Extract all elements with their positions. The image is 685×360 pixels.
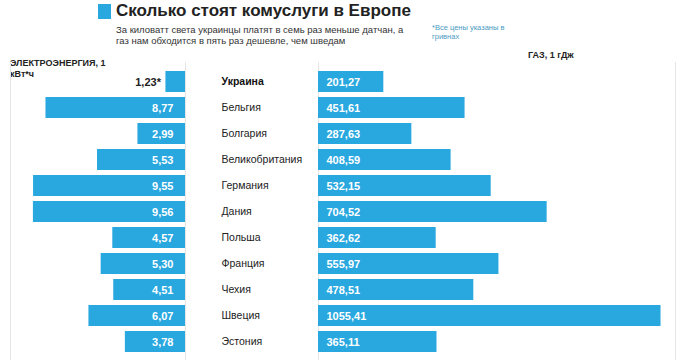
svg-text:Эстония: Эстония	[222, 335, 263, 347]
svg-text:Великобритания: Великобритания	[222, 153, 303, 165]
svg-text:408,59: 408,59	[327, 154, 361, 166]
svg-text:Польша: Польша	[222, 231, 261, 243]
svg-text:Украина: Украина	[222, 75, 264, 87]
svg-text:5,53: 5,53	[152, 154, 173, 166]
svg-text:287,63: 287,63	[327, 128, 361, 140]
svg-text:532,15: 532,15	[327, 180, 361, 192]
svg-text:362,62: 362,62	[327, 232, 361, 244]
svg-text:Дания: Дания	[222, 205, 252, 217]
html-text:*Все цены указаны в гривнах: *Все цены указаны в гривнах	[432, 23, 505, 41]
svg-text:451,61: 451,61	[327, 102, 361, 114]
html-text:Сколько стоят комуслуги в Евро: Сколько стоят комуслуги в Европе	[116, 1, 411, 20]
svg-text:5,30: 5,30	[152, 258, 173, 270]
svg-text:9,55: 9,55	[152, 180, 173, 192]
svg-text:4,51: 4,51	[152, 284, 173, 296]
svg-text:Германия: Германия	[222, 179, 269, 191]
svg-text:2,99: 2,99	[152, 128, 173, 140]
html-text:За киловатт света украинцы пла: За киловатт света украинцы платят в семь…	[116, 24, 404, 46]
svg-text:1,23*: 1,23*	[135, 76, 161, 88]
svg-text:Бельгия: Бельгия	[222, 101, 261, 113]
svg-text:555,97: 555,97	[327, 258, 361, 270]
svg-text:704,52: 704,52	[327, 206, 361, 218]
svg-text:8,77: 8,77	[152, 102, 173, 114]
svg-text:Швеция: Швеция	[222, 309, 261, 321]
html-text:ГАЗ, 1 гДж: ГАЗ, 1 гДж	[528, 50, 574, 60]
svg-text:478,51: 478,51	[327, 284, 361, 296]
svg-text:4,57: 4,57	[152, 232, 173, 244]
svg-text:365,11: 365,11	[327, 336, 360, 348]
svg-text:Франция: Франция	[222, 257, 265, 269]
svg-text:Болгария: Болгария	[222, 127, 267, 139]
svg-text:6,07: 6,07	[152, 310, 173, 322]
svg-text:201,27: 201,27	[327, 76, 361, 88]
svg-text:9,56: 9,56	[152, 206, 173, 218]
html-text:ЭЛЕКТРОЭНЕРГИЯ, 1 кВт*ч: ЭЛЕКТРОЭНЕРГИЯ, 1 кВт*ч	[10, 58, 106, 79]
svg-text:1055,41: 1055,41	[327, 310, 367, 322]
svg-text:3,78: 3,78	[152, 336, 173, 348]
svg-text:Чехия: Чехия	[222, 283, 251, 295]
